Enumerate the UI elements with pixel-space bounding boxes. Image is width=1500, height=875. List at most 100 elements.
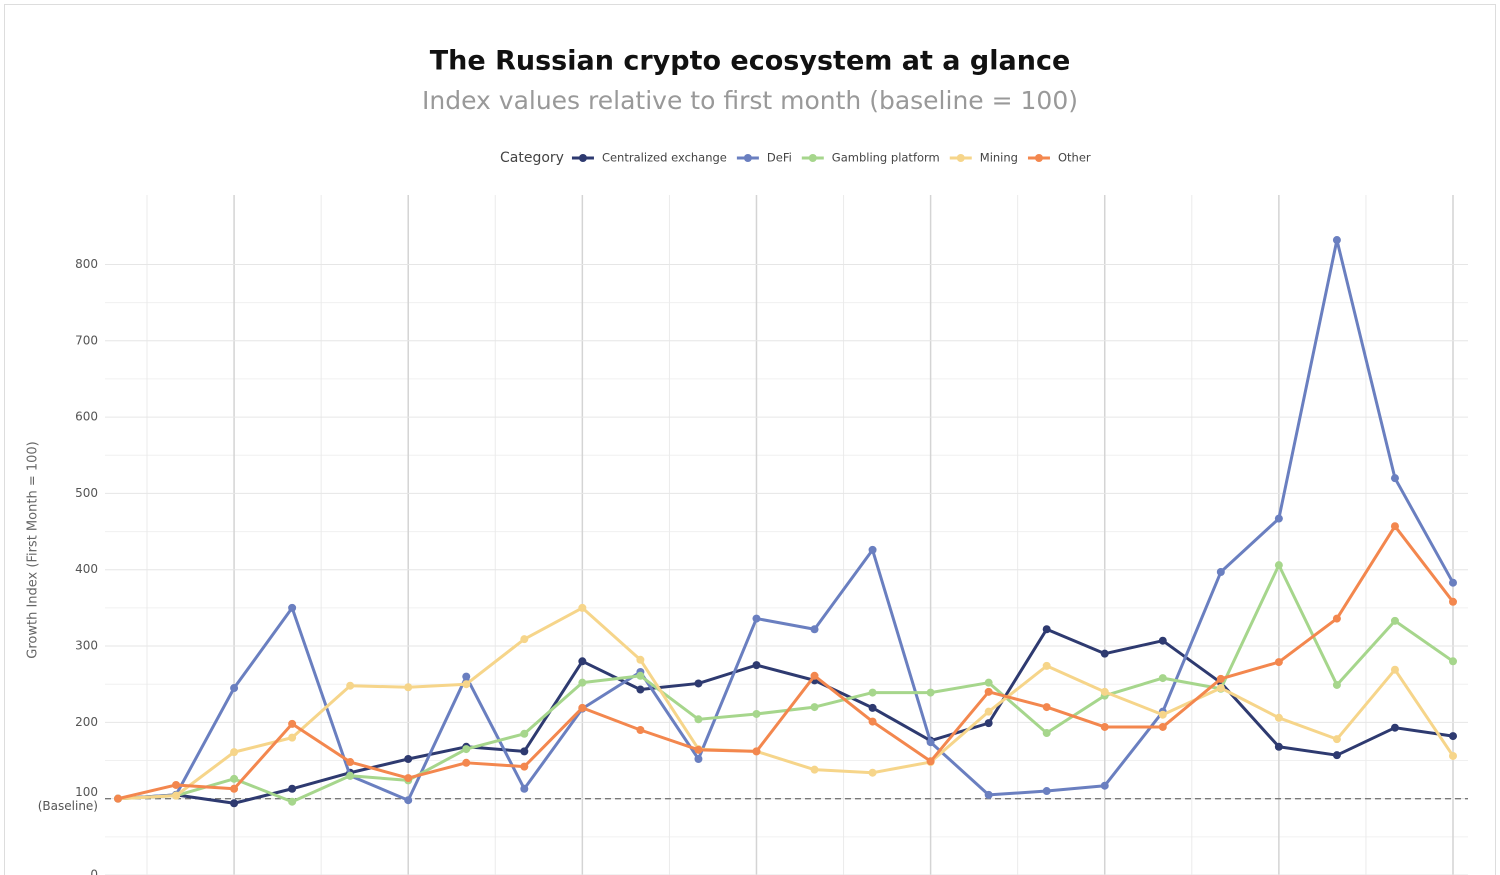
data-point (520, 784, 529, 793)
data-point (404, 683, 413, 692)
legend-label: Mining (980, 151, 1018, 165)
data-point (288, 603, 297, 612)
data-point (520, 747, 529, 756)
data-point (1042, 661, 1051, 670)
data-point (1042, 729, 1051, 738)
data-point (578, 603, 587, 612)
data-point (984, 719, 993, 728)
data-point (636, 671, 645, 680)
data-point (1042, 703, 1051, 712)
data-point (578, 657, 587, 666)
y-axis-label: Growth Index (First Month = 100) (26, 441, 41, 658)
data-point (1449, 657, 1457, 666)
data-point (288, 733, 297, 742)
data-point (636, 685, 645, 694)
data-point (172, 791, 181, 800)
y-tick-label: 600 (75, 410, 98, 424)
data-point (636, 655, 645, 664)
legend-swatch-dot (956, 154, 965, 162)
data-point (752, 614, 761, 623)
chart-title: The Russian crypto ecosystem at a glance (430, 46, 1071, 77)
data-point (1274, 514, 1283, 523)
legend-swatch-dot (808, 154, 817, 162)
data-point (1100, 722, 1109, 731)
data-point (1158, 710, 1167, 719)
chart-subtitle: Index values relative to first month (ba… (422, 86, 1078, 115)
data-point (694, 679, 703, 688)
legend-swatch-dot (1034, 154, 1043, 162)
data-point (404, 796, 413, 805)
data-point (810, 703, 819, 712)
data-point (520, 635, 529, 644)
legend-label: DeFi (767, 151, 792, 165)
data-point (752, 747, 761, 756)
data-point (636, 725, 645, 734)
data-point (1449, 597, 1457, 606)
data-point (984, 678, 993, 687)
series-line (117, 238, 1455, 802)
data-point (1158, 674, 1167, 683)
data-point (1390, 522, 1399, 531)
data-point (1390, 665, 1399, 674)
data-point (404, 754, 413, 763)
data-point (1158, 636, 1167, 645)
data-point (288, 784, 297, 793)
data-point (752, 661, 761, 670)
data-point (1216, 684, 1225, 693)
data-point (1449, 578, 1457, 587)
y-tick-label: 400 (75, 562, 98, 576)
y-tick-label: 500 (75, 486, 98, 500)
data-point (1158, 722, 1167, 731)
data-point (1100, 781, 1109, 790)
data-point (868, 703, 877, 712)
data-point (230, 684, 239, 693)
data-point (868, 688, 877, 697)
data-point (868, 545, 877, 554)
data-point (1332, 751, 1341, 760)
y-tick-label: 700 (75, 333, 98, 347)
data-point (694, 754, 703, 763)
legend-swatch-dot (743, 154, 752, 162)
data-point (346, 758, 355, 767)
data-point (230, 748, 239, 757)
legend-title: Category (500, 150, 564, 166)
data-point (1274, 742, 1283, 751)
data-point (230, 774, 239, 783)
data-point (1274, 713, 1283, 722)
data-point (868, 717, 877, 726)
y-tick-label: 100 (75, 785, 98, 799)
grid (105, 195, 1468, 875)
data-point (694, 745, 703, 754)
data-point (926, 757, 935, 766)
data-point (1332, 680, 1341, 689)
legend-label: Centralized exchange (602, 151, 727, 165)
y-tick-label: 300 (75, 639, 98, 653)
data-point (1100, 687, 1109, 696)
data-point (1042, 625, 1051, 634)
data-point (1449, 732, 1457, 741)
legend-label: Other (1058, 151, 1091, 165)
data-point (752, 709, 761, 718)
data-point (462, 680, 471, 689)
data-point (1332, 614, 1341, 623)
data-point (172, 780, 181, 789)
data-point (694, 715, 703, 724)
data-point (1390, 723, 1399, 732)
series-line (117, 524, 1455, 801)
data-point (346, 771, 355, 780)
data-point (1042, 787, 1051, 796)
data-point (1216, 568, 1225, 577)
legend-swatch-dot (578, 154, 587, 162)
y-tick-label: 800 (75, 257, 98, 271)
data-point (1100, 649, 1109, 658)
data-point (578, 703, 587, 712)
data-point (1274, 561, 1283, 570)
data-point (288, 719, 297, 728)
data-point (810, 671, 819, 680)
data-point (1216, 674, 1225, 683)
data-point (288, 797, 297, 806)
y-tick-label: 200 (75, 715, 98, 729)
data-point (462, 672, 471, 681)
data-point (1332, 735, 1341, 744)
